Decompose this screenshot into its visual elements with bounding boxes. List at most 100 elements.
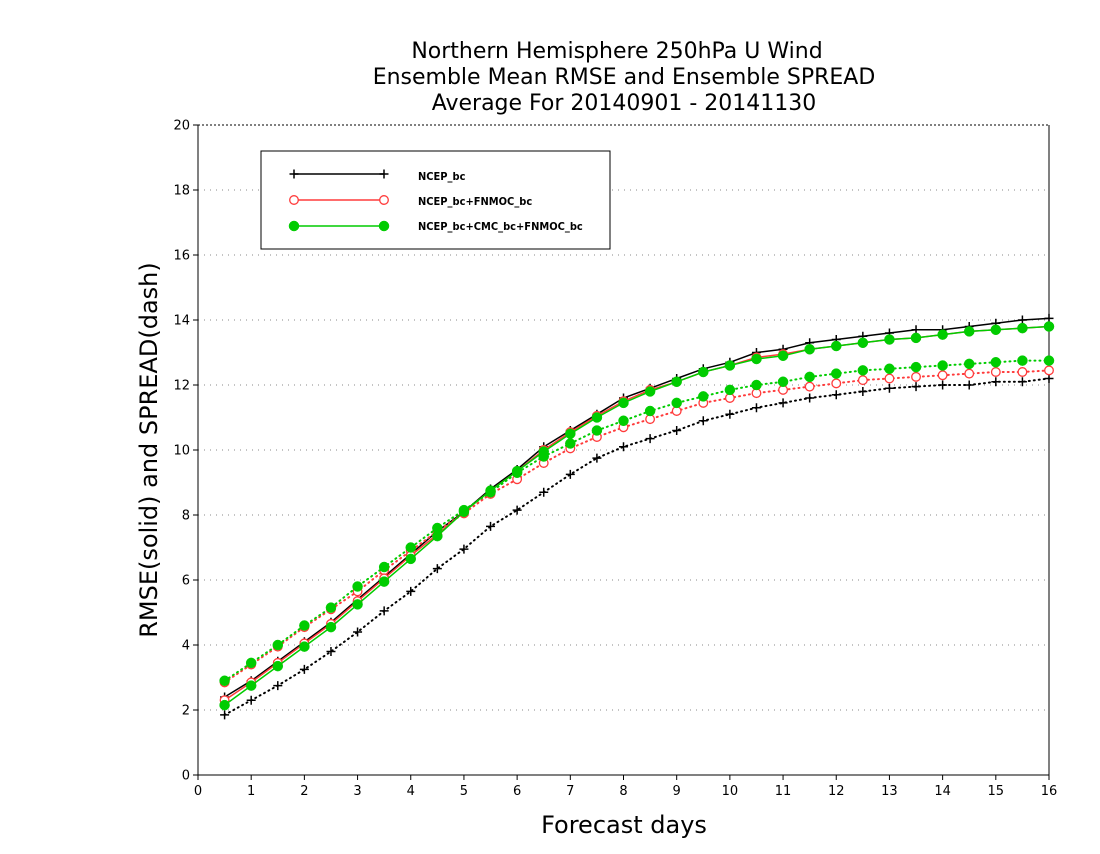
chart-title-line-2: Ensemble Mean RMSE and Ensemble SPREAD <box>373 65 876 90</box>
chart-title-line-1: Northern Hemisphere 250hPa U Wind <box>411 39 822 64</box>
rmse-point <box>272 660 284 672</box>
spread-point <box>1017 355 1028 366</box>
spread-point <box>325 602 337 613</box>
y-tick-label: 12 <box>173 379 190 394</box>
spread-point <box>777 376 789 387</box>
legend-label-ncep-bc-cmc-bc-fnmoc-bc: NCEP_bc+CMC_bc+FNMOC_bc <box>418 220 583 233</box>
rmse-point <box>751 353 762 365</box>
spread-point <box>326 647 336 656</box>
rmse-point <box>884 334 895 345</box>
spread-point <box>857 365 869 376</box>
spread-point <box>219 675 230 686</box>
series-layer <box>219 313 1055 720</box>
rmse-point <box>990 324 1002 335</box>
spread-point <box>698 416 708 426</box>
rmse-point <box>910 332 922 344</box>
x-tick-label: 0 <box>194 784 202 799</box>
spread-point <box>672 426 682 435</box>
spread-point <box>1044 365 1054 376</box>
spread-point <box>805 393 815 403</box>
x-tick-label: 11 <box>775 784 792 799</box>
spread-point <box>857 375 868 386</box>
legend-marker-left-0 <box>289 169 299 179</box>
spread-point <box>352 581 363 592</box>
spread-point <box>990 357 1002 368</box>
spread-point <box>937 360 948 371</box>
spread-point <box>884 373 895 384</box>
spread-point <box>724 384 736 396</box>
series-2 <box>219 321 1055 711</box>
rmse-point <box>511 465 523 477</box>
rmse-point <box>937 329 948 340</box>
spread-point <box>353 627 363 637</box>
spread-point <box>804 371 815 383</box>
x-tick-label: 1 <box>247 784 255 799</box>
series-0 <box>220 313 1054 720</box>
x-tick-label: 13 <box>881 784 898 799</box>
y-tick-label: 20 <box>173 119 190 134</box>
spread-point <box>751 379 762 391</box>
rmse-line-0 <box>224 317 1050 698</box>
y-tick-label: 14 <box>173 314 190 329</box>
spread-point <box>1044 374 1054 383</box>
x-tick-label: 9 <box>673 784 681 799</box>
spread-point <box>644 405 656 417</box>
spread-point <box>592 453 602 463</box>
rmse-point <box>378 576 390 587</box>
spread-point <box>910 361 922 373</box>
rmse-point <box>299 641 310 652</box>
spread-point <box>405 542 416 553</box>
rmse-point <box>405 553 416 565</box>
legend-marker-right-2 <box>378 220 390 232</box>
spread-point <box>804 381 815 392</box>
y-tick-label: 0 <box>182 769 190 784</box>
spread-point <box>272 639 284 651</box>
rmse-point <box>1043 321 1055 332</box>
spread-point <box>937 370 948 381</box>
spread-point <box>459 544 469 554</box>
rmse-point <box>963 326 975 337</box>
x-tick-label: 3 <box>353 784 361 799</box>
spread-point <box>591 425 603 436</box>
spread-point <box>831 378 842 389</box>
spread-point <box>245 657 257 669</box>
spread-point <box>911 371 921 382</box>
x-axis-title: Forecast days <box>541 811 707 839</box>
spread-point <box>379 606 389 616</box>
rmse-point <box>671 376 682 387</box>
spread-point <box>991 377 1001 387</box>
rmse-point <box>777 350 789 361</box>
spread-point <box>964 368 975 379</box>
rmse-point <box>644 386 656 397</box>
spread-point <box>246 695 256 705</box>
legend-marker-right-0 <box>379 169 389 179</box>
spread-point <box>938 380 948 390</box>
x-tick-label: 4 <box>407 784 415 799</box>
x-tick-label: 5 <box>460 784 468 799</box>
rmse-point <box>485 485 496 496</box>
spread-point <box>1043 355 1055 366</box>
x-tick-label: 10 <box>722 784 739 799</box>
spread-point <box>565 438 576 449</box>
spread-point <box>432 564 442 574</box>
x-tick-label: 2 <box>300 784 308 799</box>
spread-point <box>884 363 895 374</box>
rmse-point <box>325 621 337 633</box>
spread-line-2 <box>223 359 1050 682</box>
spread-point <box>486 521 496 531</box>
rmse-point <box>432 530 443 542</box>
rmse-point <box>352 599 363 610</box>
spread-point <box>858 387 868 396</box>
spread-line-1 <box>223 369 1050 684</box>
spread-point <box>645 434 655 444</box>
rmse-point <box>618 397 629 409</box>
spread-point <box>778 398 788 408</box>
y-tick-label: 4 <box>182 639 190 654</box>
spread-point <box>512 505 522 515</box>
y-tick-label: 16 <box>173 249 190 264</box>
spread-point <box>831 390 841 400</box>
spread-point <box>1017 377 1027 387</box>
spread-point <box>671 397 682 409</box>
